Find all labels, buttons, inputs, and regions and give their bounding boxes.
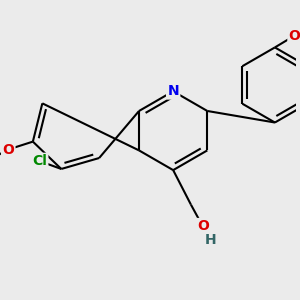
Text: O: O xyxy=(289,28,300,43)
Text: O: O xyxy=(2,142,14,157)
Text: N: N xyxy=(167,84,179,98)
Text: O: O xyxy=(197,219,209,233)
Text: Cl: Cl xyxy=(32,154,47,168)
Text: H: H xyxy=(205,233,216,247)
